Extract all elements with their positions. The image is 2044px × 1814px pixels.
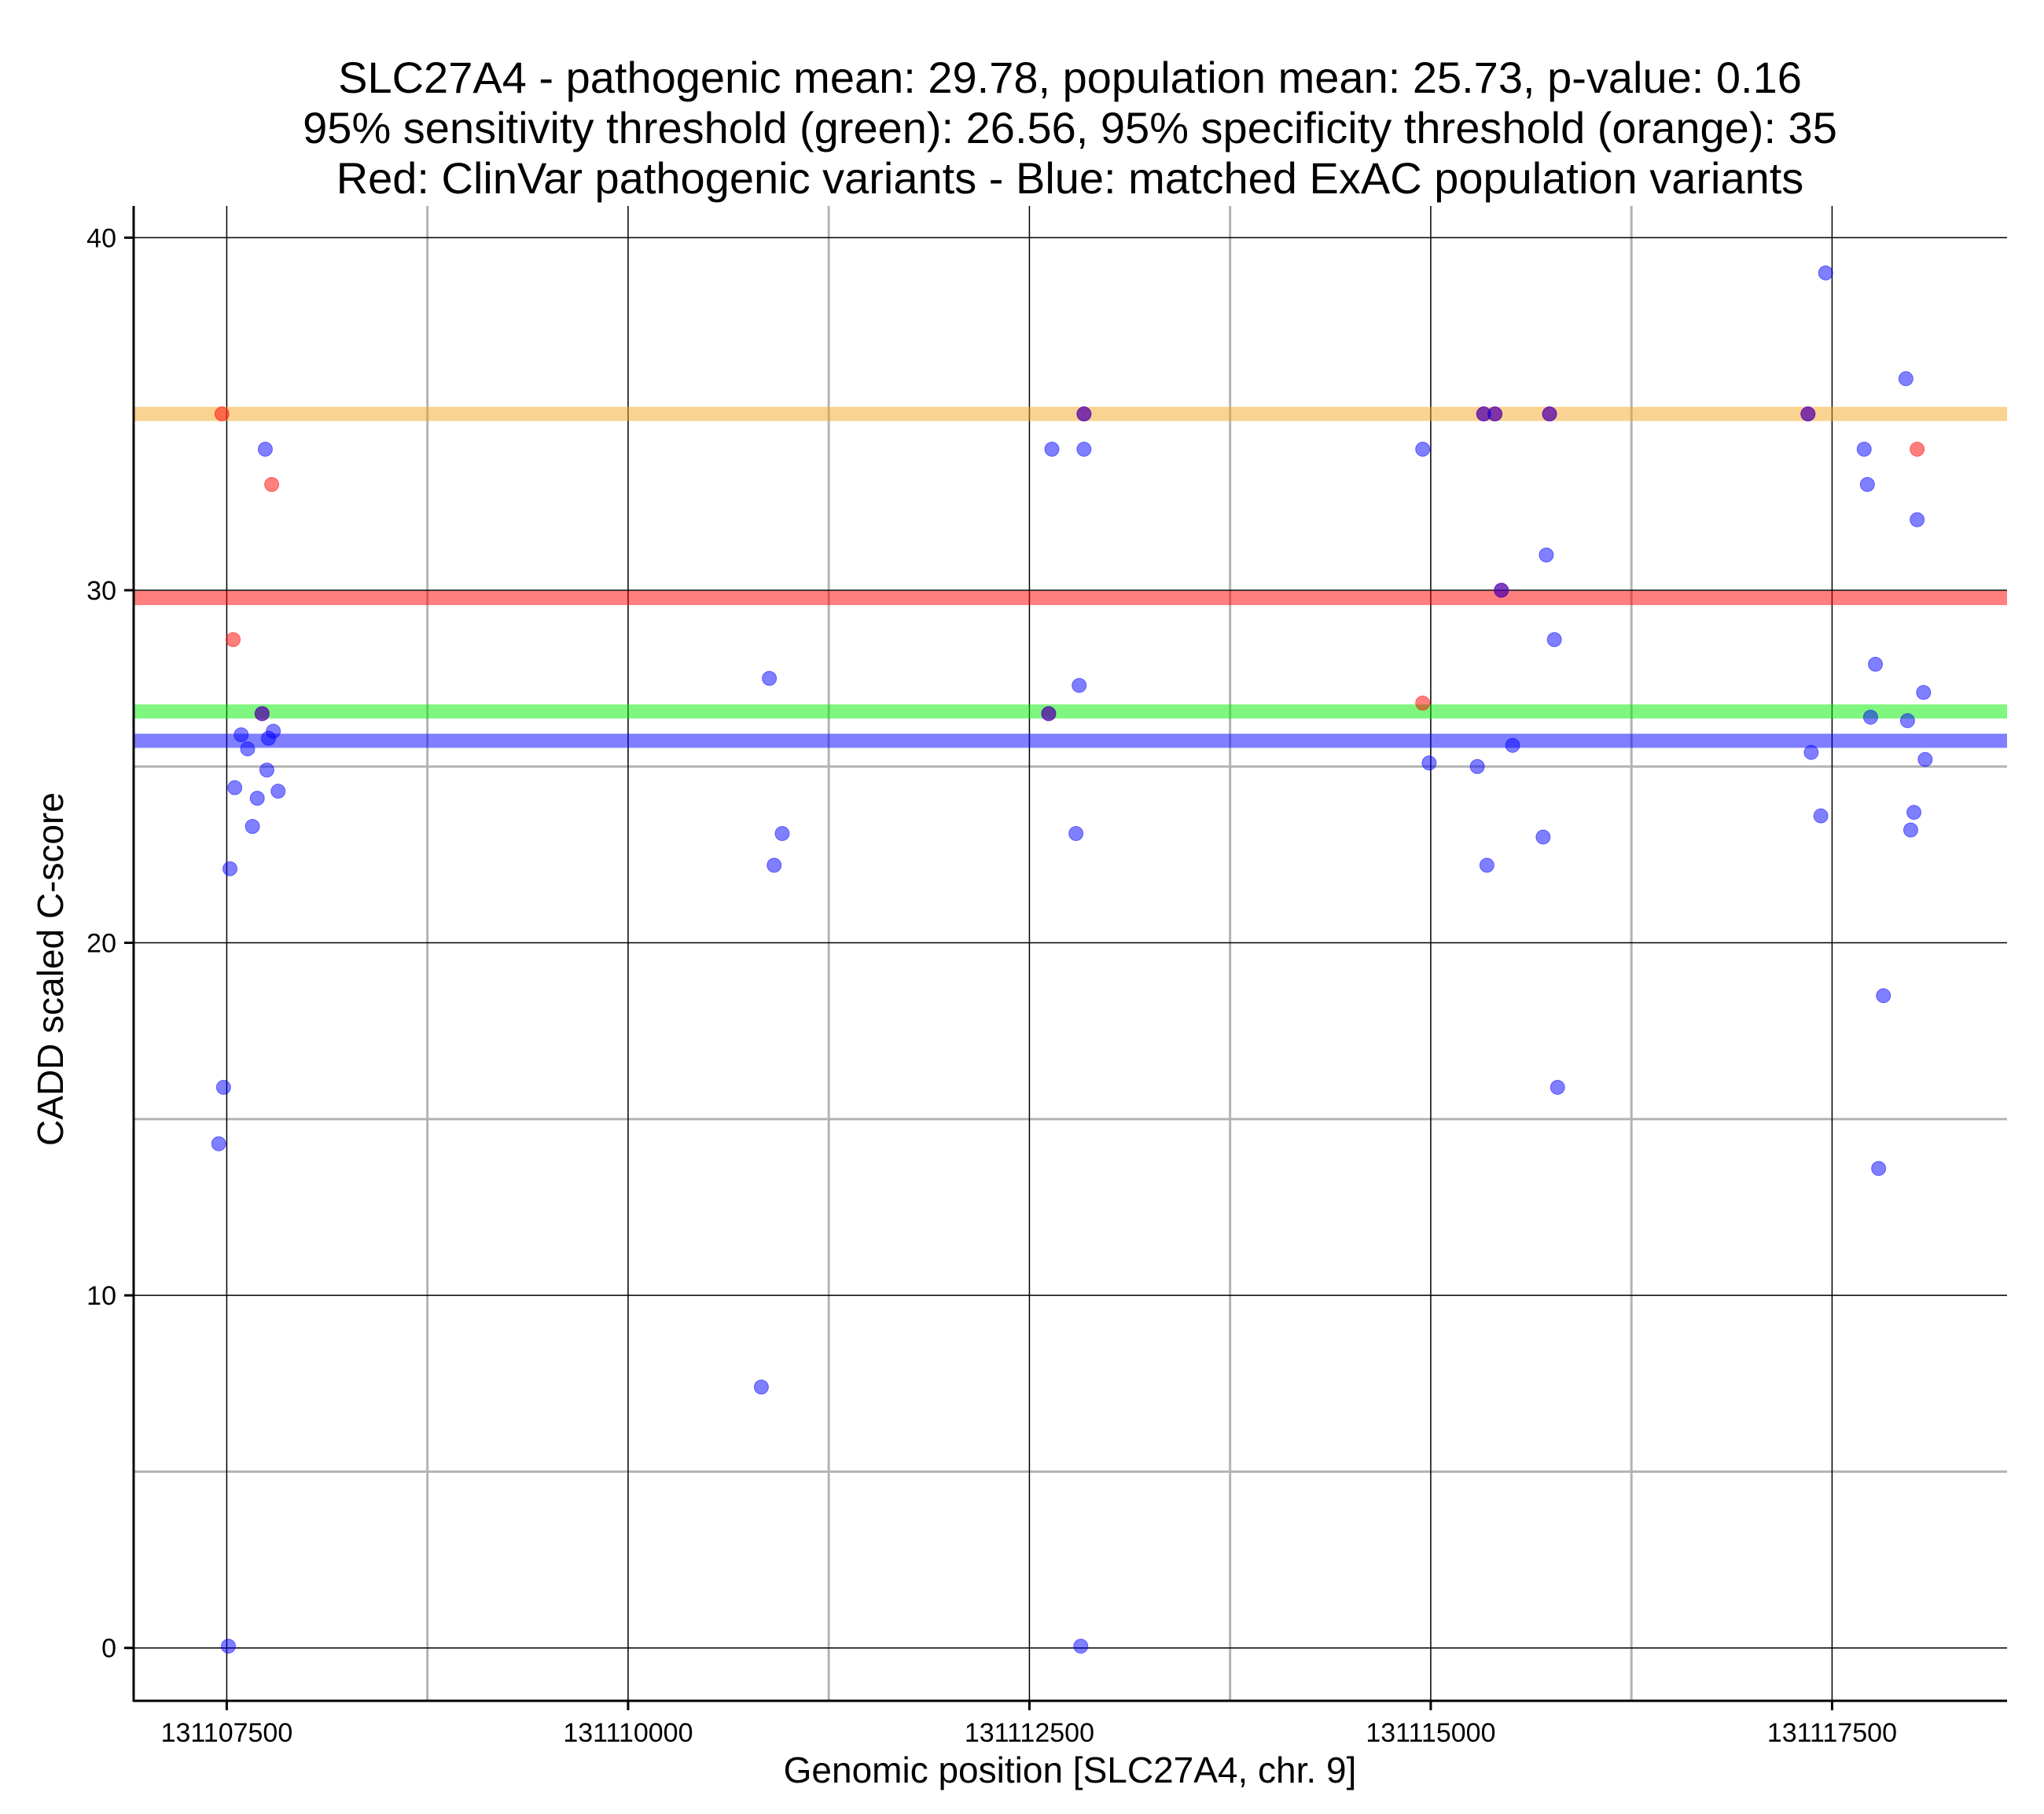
population-variant-point [1479, 857, 1494, 873]
pathogenic-variant-point [1910, 442, 1925, 457]
population-variant-point [1072, 677, 1087, 693]
population-variant-point [249, 791, 265, 806]
title-line-1: SLC27A4 - pathogenic mean: 29.78, popula… [338, 53, 1802, 102]
population-variant-point [1542, 406, 1557, 422]
population-variant-point [1539, 547, 1554, 563]
population-variant-point [1068, 825, 1084, 841]
y-axis-label: CADD scaled C-score [30, 792, 71, 1146]
population-variant-point [227, 780, 243, 795]
population-variant-point [1862, 709, 1878, 725]
pathogenic-variant-point [264, 476, 280, 492]
population-variant-point [244, 819, 260, 835]
population-variant-point [1044, 442, 1060, 457]
population-variant-point [266, 723, 281, 739]
population-variant-point [1803, 744, 1819, 760]
data-points [211, 265, 1933, 1654]
grid-layer [134, 206, 2007, 1701]
population-variant-point [1871, 1161, 1887, 1177]
population-variant-point [1868, 656, 1884, 672]
population-variant-point [257, 442, 273, 457]
population-variant-point [211, 1136, 226, 1151]
population-variant-point [1899, 713, 1915, 729]
x-tick-label: 131107500 [161, 1718, 293, 1748]
population-variant-point [1041, 706, 1057, 722]
population-variant-point [215, 1079, 231, 1095]
y-tick-label: 20 [86, 929, 116, 959]
x-tick-label: 131115000 [1366, 1718, 1495, 1748]
population-variant-point [1076, 442, 1092, 457]
population-variant-point [1800, 406, 1816, 422]
pathogenic-variant-point [1415, 696, 1431, 711]
population-variant-point [270, 784, 286, 799]
population-variant-point [222, 861, 238, 876]
population-variant-point [766, 857, 782, 873]
reference-lines [134, 406, 2007, 748]
population-variant-point [1910, 512, 1925, 527]
population-variant-point [1813, 808, 1829, 824]
population-variant-point [1906, 805, 1922, 821]
population-variant-point [1859, 476, 1875, 492]
title-line-2: 95% sensitivity threshold (green): 26.56… [303, 103, 1837, 152]
x-axis-label: Genomic position [SLC27A4, chr. 9] [784, 1750, 1357, 1790]
population-variant-point [1415, 442, 1431, 457]
pathogenic-variant-point [226, 632, 241, 648]
population-variant-point [240, 741, 256, 757]
population-variant-point [1421, 755, 1437, 771]
x-tick-label: 131117500 [1767, 1718, 1897, 1748]
pathogenic-variant-point [214, 406, 230, 422]
y-tick-label: 0 [101, 1634, 116, 1664]
population-variant-point [1876, 988, 1891, 1004]
title-line-3: Red: ClinVar pathogenic variants - Blue:… [336, 153, 1804, 203]
population-variant-point [1546, 632, 1562, 648]
population-variant-point [1073, 1638, 1089, 1654]
population-variant-point [254, 706, 270, 722]
population-variant-point [1902, 822, 1918, 838]
population-variant-point [220, 1638, 236, 1654]
population-variant-point [1505, 737, 1520, 753]
population-variant-point [233, 727, 249, 743]
population-variant-point [1535, 829, 1551, 845]
population-variant-point [1487, 406, 1503, 422]
y-tick-label: 10 [86, 1281, 116, 1311]
population-variant-point [259, 762, 274, 778]
tick-labels: 0 10 20 30 40 131107500 131110000 131112500 1311… [86, 223, 1897, 1748]
population-variant-point [1917, 751, 1933, 767]
population-variant-point [1469, 758, 1485, 774]
chart-title: SLC27A4 - pathogenic mean: 29.78, popula… [303, 53, 1837, 203]
axes [132, 206, 2007, 1702]
population-variant-point [1550, 1079, 1565, 1095]
x-tick-label: 131110000 [563, 1718, 693, 1748]
population-variant-point [774, 825, 790, 841]
y-tick-label: 30 [86, 576, 116, 606]
population-variant-point [1076, 406, 1092, 422]
population-variant-point [1916, 685, 1932, 700]
population-variant-point [1818, 265, 1833, 281]
population-variant-point [753, 1379, 769, 1395]
population-variant-point [1494, 582, 1509, 598]
population-variant-point [1898, 371, 1913, 387]
x-tick-label: 131112500 [965, 1718, 1094, 1748]
y-tick-label: 40 [86, 223, 116, 253]
population-variant-point [762, 670, 778, 686]
population-variant-point [1856, 442, 1872, 457]
